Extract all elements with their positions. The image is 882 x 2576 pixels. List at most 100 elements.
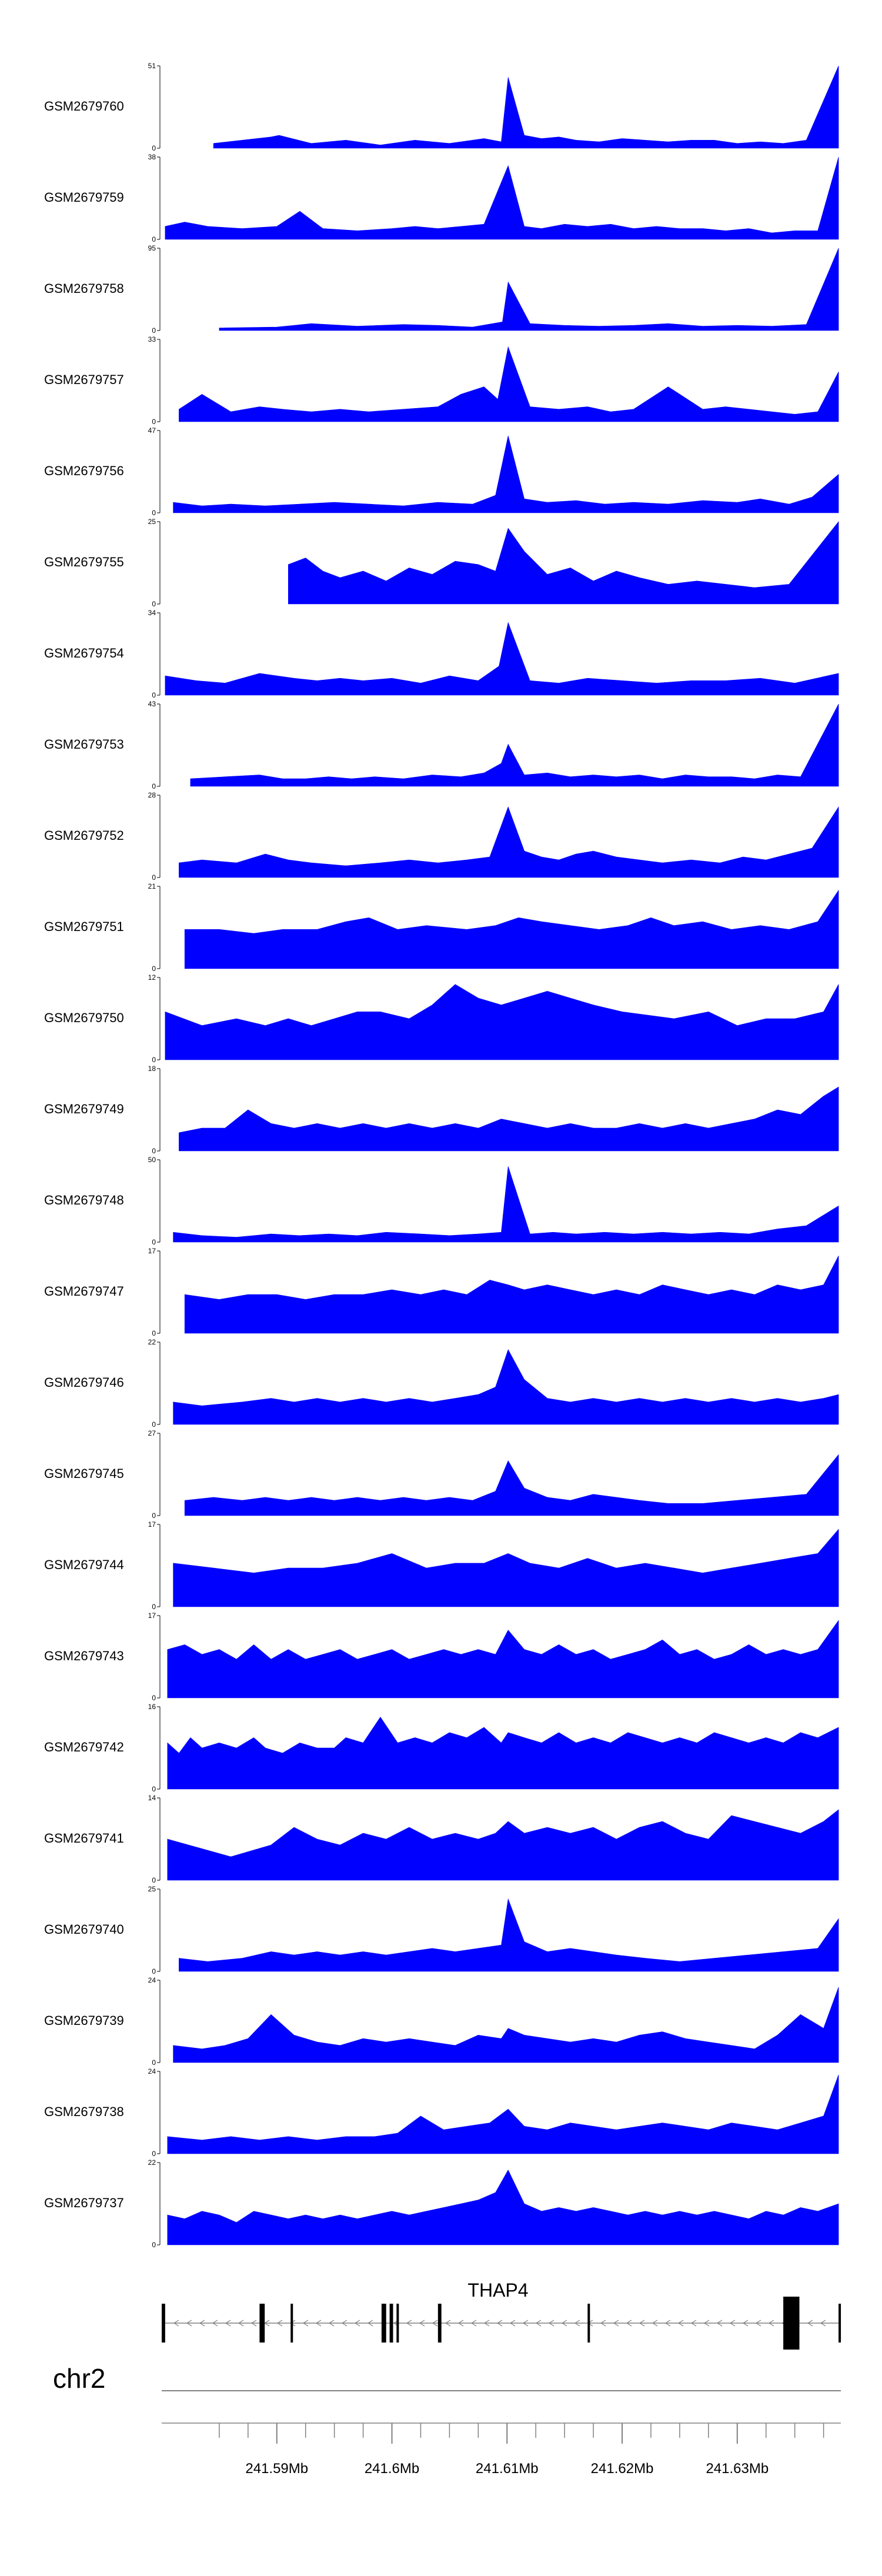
y-tick-label-max: 12 bbox=[148, 973, 156, 982]
strand-arrow bbox=[341, 2320, 348, 2327]
coverage-area bbox=[165, 156, 839, 240]
y-tick-label-max: 34 bbox=[148, 609, 156, 617]
track-GSM2679751: GSM2679751 21 0 bbox=[44, 882, 839, 973]
strand-arrow bbox=[496, 2320, 503, 2327]
y-tick-label-max: 51 bbox=[148, 62, 156, 70]
sample-label: GSM2679754 bbox=[44, 646, 124, 660]
y-tick-label-max: 22 bbox=[148, 1338, 156, 1346]
coverage-area bbox=[165, 622, 839, 696]
track-GSM2679744: GSM2679744 17 0 bbox=[44, 1520, 839, 1611]
track-GSM2679758: GSM2679758 95 0 bbox=[44, 244, 839, 335]
y-tick-label-max: 33 bbox=[148, 335, 156, 343]
y-tick-label-zero: 0 bbox=[152, 326, 156, 335]
strand-arrow bbox=[173, 2320, 179, 2327]
strand-arrow bbox=[561, 2320, 567, 2327]
strand-arrow bbox=[406, 2320, 412, 2327]
strand-arrow bbox=[768, 2320, 774, 2327]
strand-arrow bbox=[703, 2320, 710, 2327]
y-tick-label-max: 25 bbox=[148, 518, 156, 526]
strand-arrow bbox=[445, 2320, 451, 2327]
y-tick-label-max: 27 bbox=[148, 1429, 156, 1437]
y-tick-label-max: 16 bbox=[148, 1703, 156, 1711]
strand-arrow bbox=[652, 2320, 658, 2327]
coverage-area bbox=[167, 1620, 839, 1699]
sample-label: GSM2679760 bbox=[44, 99, 124, 114]
sample-label: GSM2679748 bbox=[44, 1193, 124, 1207]
exon bbox=[437, 2304, 442, 2343]
strand-arrow bbox=[432, 2320, 438, 2327]
exon bbox=[290, 2304, 293, 2343]
y-tick-label-zero: 0 bbox=[152, 1056, 156, 1064]
track-GSM2679738: GSM2679738 24 0 bbox=[44, 2067, 839, 2158]
coverage-area bbox=[288, 521, 839, 605]
strand-arrow bbox=[807, 2320, 813, 2327]
y-tick-label-zero: 0 bbox=[152, 1147, 156, 1155]
y-tick-label-max: 25 bbox=[148, 1885, 156, 1893]
strand-arrow bbox=[522, 2320, 529, 2327]
sample-label: GSM2679757 bbox=[44, 372, 124, 387]
strand-arrow bbox=[276, 2320, 283, 2327]
track-GSM2679759: GSM2679759 38 0 bbox=[44, 153, 839, 243]
track-GSM2679753: GSM2679753 43 0 bbox=[44, 700, 839, 790]
y-tick-label-zero: 0 bbox=[152, 2058, 156, 2067]
exon bbox=[587, 2304, 590, 2343]
y-tick-label-zero: 0 bbox=[152, 1238, 156, 1246]
track-GSM2679746: GSM2679746 22 0 bbox=[44, 1338, 839, 1429]
strand-arrow bbox=[483, 2320, 490, 2327]
y-tick-label-zero: 0 bbox=[152, 1420, 156, 1429]
y-tick-label-max: 24 bbox=[148, 1976, 156, 1984]
strand-arrow bbox=[354, 2320, 360, 2327]
y-tick-label-max: 17 bbox=[148, 1611, 156, 1620]
strand-arrow bbox=[367, 2320, 373, 2327]
strand-arrow bbox=[820, 2320, 826, 2327]
sample-label: GSM2679746 bbox=[44, 1375, 124, 1390]
exon bbox=[381, 2304, 386, 2343]
y-tick-label-max: 38 bbox=[148, 153, 156, 161]
strand-arrow bbox=[548, 2320, 554, 2327]
sample-label: GSM2679737 bbox=[44, 2195, 124, 2210]
strand-arrow bbox=[729, 2320, 736, 2327]
strand-arrow bbox=[250, 2320, 257, 2327]
sample-label: GSM2679741 bbox=[44, 1831, 124, 1846]
coverage-area bbox=[173, 1349, 839, 1425]
track-GSM2679745: GSM2679745 27 0 bbox=[44, 1429, 839, 1520]
strand-arrow bbox=[574, 2320, 580, 2327]
sample-label: GSM2679758 bbox=[44, 281, 124, 296]
track-GSM2679748: GSM2679748 50 0 bbox=[44, 1156, 839, 1246]
gene-track: THAP4 bbox=[162, 2280, 841, 2350]
y-tick-label-zero: 0 bbox=[152, 144, 156, 152]
x-tick-label: 241.63Mb bbox=[706, 2461, 769, 2477]
coverage-area bbox=[165, 984, 839, 1060]
strand-arrow bbox=[600, 2320, 606, 2327]
coverage-area bbox=[173, 435, 839, 513]
sample-label: GSM2679749 bbox=[44, 1102, 124, 1116]
y-tick-label-max: 18 bbox=[148, 1065, 156, 1073]
track-GSM2679740: GSM2679740 25 0 bbox=[44, 1885, 839, 1976]
coverage-area bbox=[184, 889, 839, 969]
strand-arrow bbox=[626, 2320, 632, 2327]
y-tick-label-zero: 0 bbox=[152, 1603, 156, 1611]
track-GSM2679741: GSM2679741 14 0 bbox=[44, 1794, 839, 1884]
coverage-area bbox=[184, 1454, 839, 1516]
track-GSM2679755: GSM2679755 25 0 bbox=[44, 518, 839, 608]
y-tick-label-zero: 0 bbox=[152, 782, 156, 790]
sample-label: GSM2679739 bbox=[44, 2013, 124, 2028]
sample-label: GSM2679742 bbox=[44, 1740, 124, 1754]
exon bbox=[838, 2304, 841, 2343]
track-GSM2679742: GSM2679742 16 0 bbox=[44, 1703, 839, 1793]
strand-arrow bbox=[186, 2320, 192, 2327]
coverage-area bbox=[179, 346, 839, 422]
strand-arrow bbox=[457, 2320, 464, 2327]
x-tick-label: 241.61Mb bbox=[476, 2461, 539, 2477]
coverage-area bbox=[173, 1166, 839, 1243]
sample-label: GSM2679752 bbox=[44, 828, 124, 843]
chromosome-label: chr2 bbox=[53, 2363, 105, 2394]
coverage-area bbox=[179, 806, 839, 878]
y-tick-label-zero: 0 bbox=[152, 600, 156, 608]
y-tick-label-zero: 0 bbox=[152, 1876, 156, 1884]
y-tick-label-max: 43 bbox=[148, 700, 156, 708]
coverage-area bbox=[167, 2170, 839, 2245]
coverage-tracks: GSM2679760510GSM2679759380GSM2679758950G… bbox=[44, 62, 839, 2249]
track-GSM2679756: GSM2679756 47 0 bbox=[44, 426, 839, 517]
